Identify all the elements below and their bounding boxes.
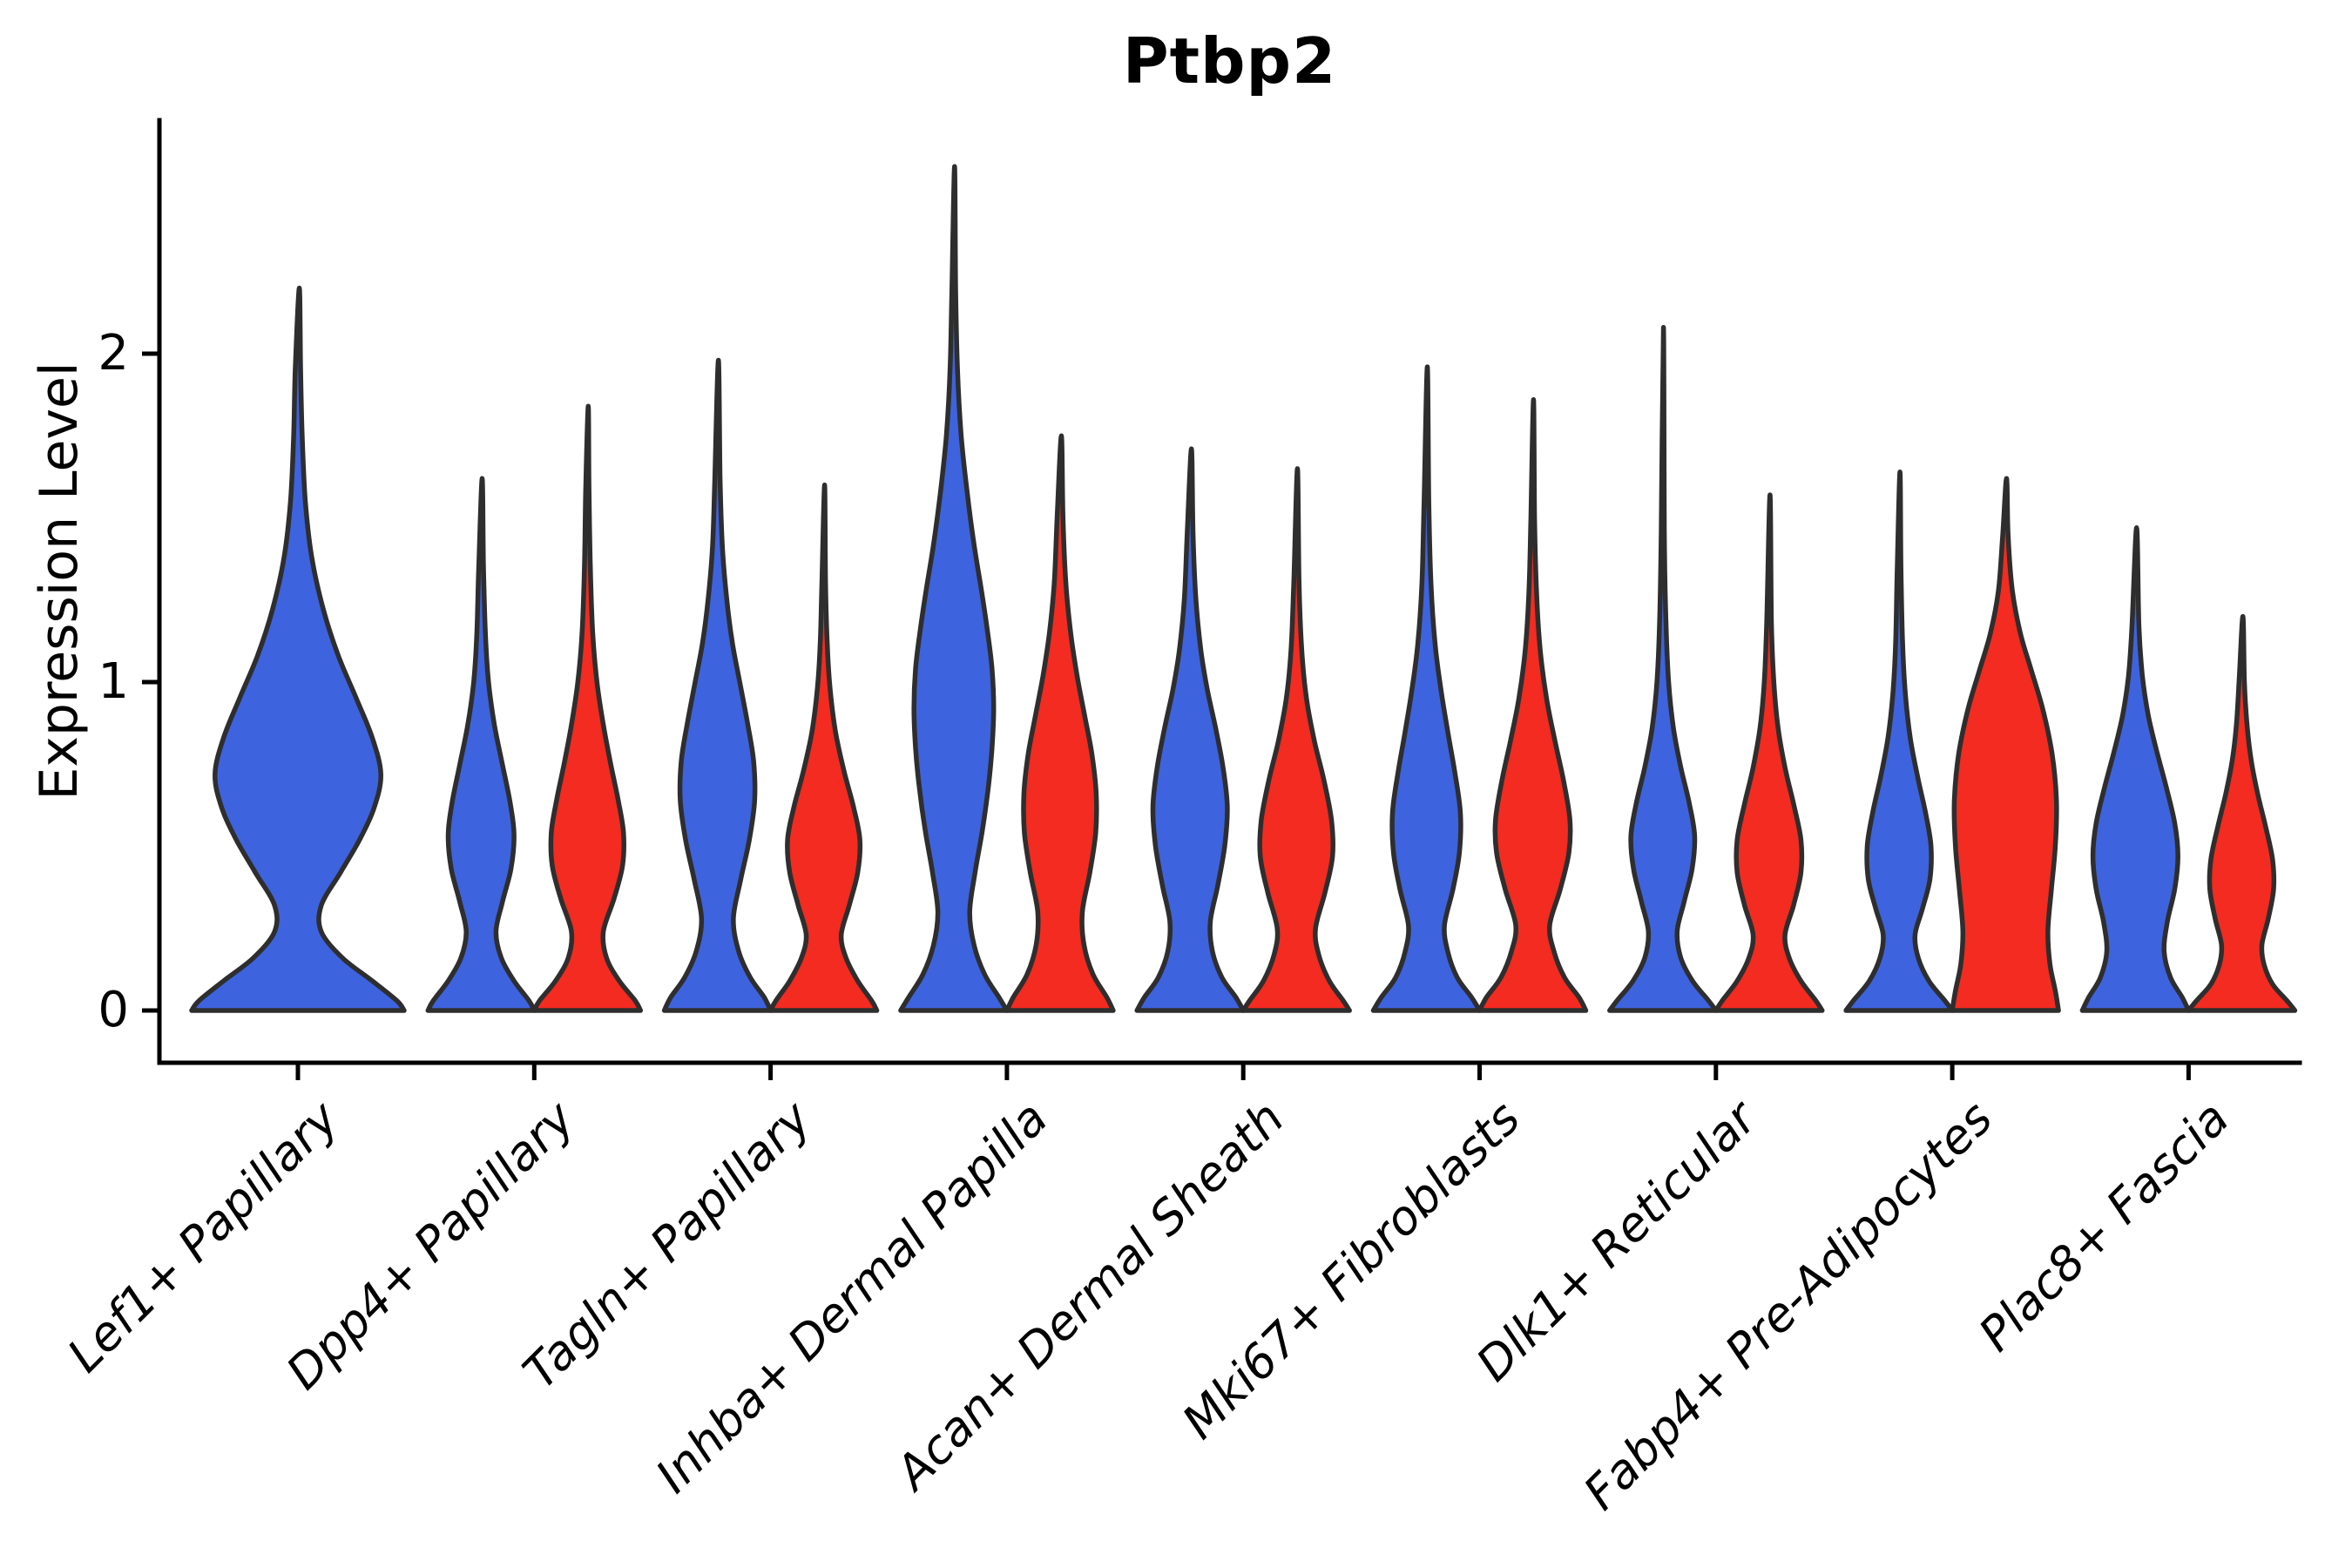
violin-fabp4+-blue [1843, 469, 1955, 1013]
violin-tagln+-blue [661, 357, 774, 1013]
violin-acan+-blue [1134, 446, 1246, 1013]
violin-dlk1+-blue [1607, 325, 1719, 1013]
violin-plac8+-red [2186, 613, 2298, 1013]
axes-layer [142, 118, 2302, 1080]
violin-inhba+-red [1004, 433, 1116, 1013]
y-tick-label: 1 [98, 653, 129, 710]
violin-dpp4+-red [531, 403, 644, 1013]
violin-mki67+-blue [1370, 364, 1483, 1013]
y-axis-label: Expression Level [29, 362, 90, 801]
violin-mki67+-red [1477, 397, 1589, 1013]
y-tick-label: 0 [98, 982, 129, 1038]
violin-fabp4+-red [1950, 476, 2061, 1013]
violin-plac8+-blue [2079, 525, 2192, 1013]
violin-lef1+-blue [189, 285, 407, 1013]
violin-dlk1+-red [1713, 492, 1825, 1013]
violins-layer [189, 164, 2298, 1013]
violin-inhba+-blue [898, 164, 1010, 1013]
violin-tagln+-red [767, 483, 880, 1013]
chart-title: Ptbp2 [1122, 24, 1337, 98]
violin-acan+-red [1240, 466, 1352, 1013]
violin-dpp4+-blue [425, 476, 537, 1013]
y-tick-label: 2 [98, 325, 129, 382]
